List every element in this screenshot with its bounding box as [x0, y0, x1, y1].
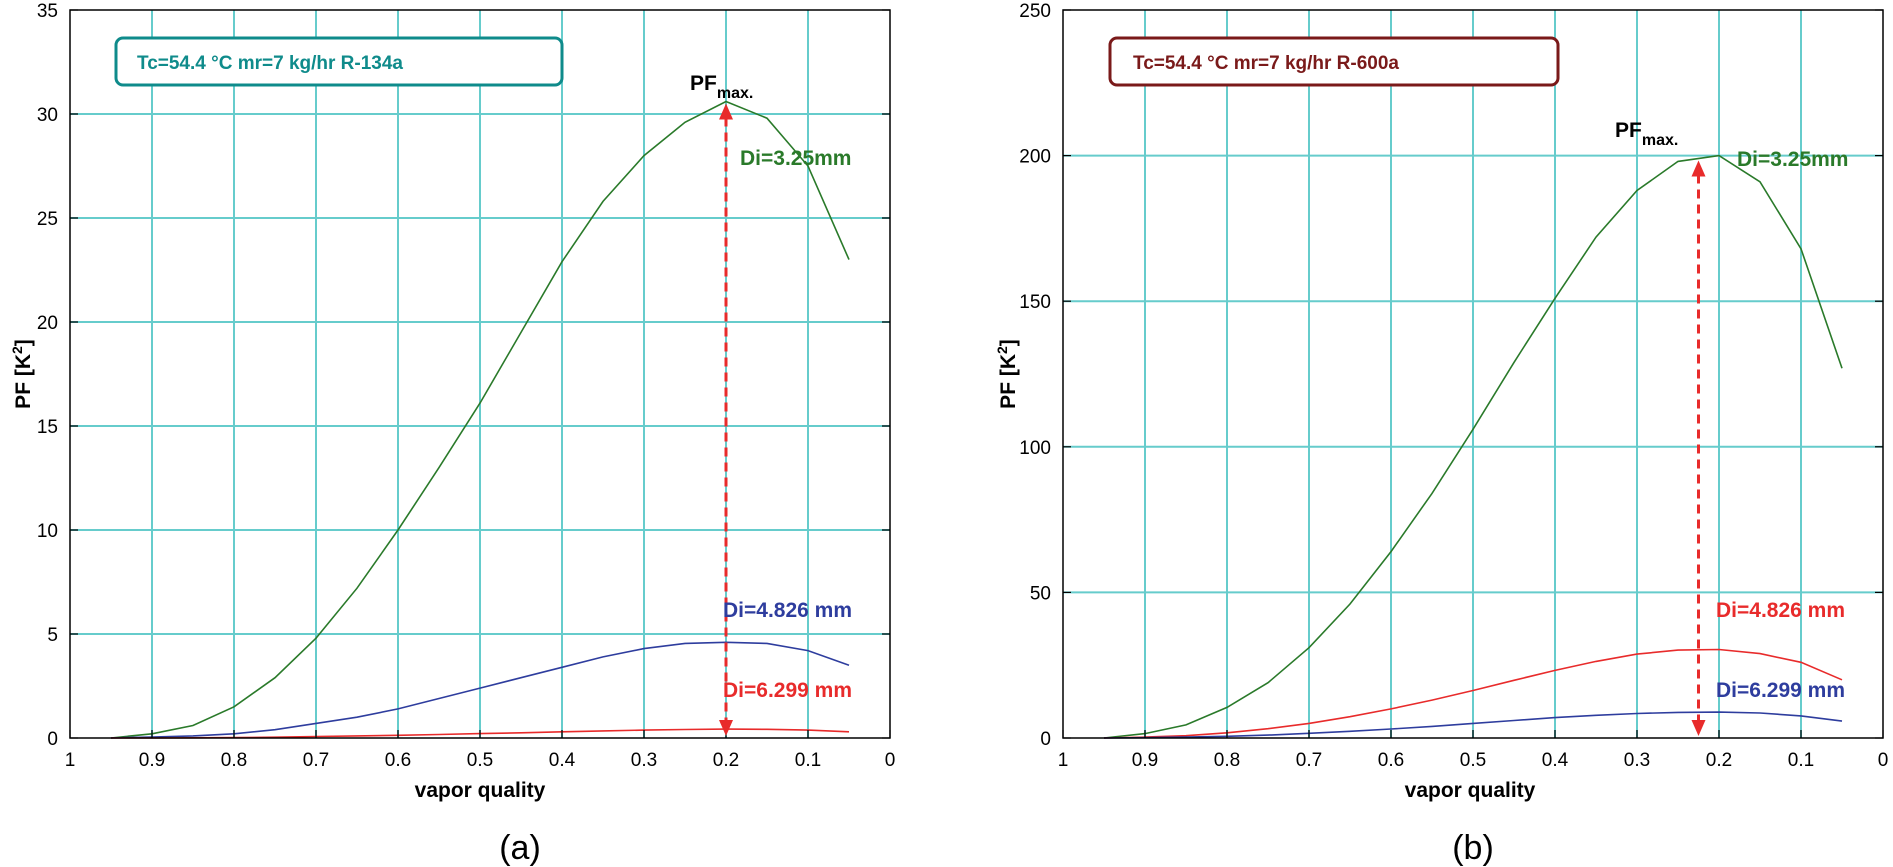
y-tick-label: 50: [1030, 583, 1051, 604]
x-tick-label: 0: [1878, 750, 1889, 771]
pf-max-text: PF: [690, 72, 717, 95]
y-axis-label-main: PF [K: [997, 354, 1020, 409]
y-tick-label: 100: [1019, 438, 1051, 459]
grid: [1063, 10, 1883, 738]
y-tick-label: 250: [1019, 1, 1051, 22]
y-tick-label: 10: [37, 521, 58, 542]
x-tick-label: 0.8: [1214, 750, 1240, 771]
y-axis-label: PF [K2]: [994, 339, 1020, 409]
y-axis-label-main: PF [K: [12, 354, 35, 409]
y-axis-ticks: 0 50 100 150 200 250: [1019, 1, 1883, 750]
x-axis-label: vapor quality: [1405, 779, 1536, 802]
pf-max-arrowhead-bottom: [1691, 720, 1706, 736]
x-tick-label: 0.6: [385, 750, 411, 771]
y-axis-ticks: 0 5 10 15 20 25 30 35: [37, 1, 890, 750]
pf-max-arrowhead-top: [1691, 160, 1706, 177]
series-label-di-4-826: Di=4.826 mm: [1716, 599, 1845, 622]
chart-panel-a: 1 0.9 0.8 0.7 0.6 0.5 0.4 0.3 0.2 0.1 0 0 5 10 15 20 25…: [9, 1, 895, 867]
x-tick-label: 0.9: [1132, 750, 1158, 771]
y-axis-label-sup: 2: [9, 346, 25, 354]
y-tick-label: 0: [1040, 729, 1051, 750]
info-box-text: Tc=54.4 °C mr=7 kg/hr R-600a: [1133, 53, 1399, 74]
y-tick-label: 30: [37, 105, 58, 126]
y-tick-label: 200: [1019, 147, 1051, 168]
x-tick-label: 0.6: [1378, 750, 1404, 771]
series-label-di-3-25: Di=3.25mm: [740, 147, 851, 170]
chart-panel-b: 1 0.9 0.8 0.7 0.6 0.5 0.4 0.3 0.2 0.1 0 0 50 100 150 2…: [994, 1, 1888, 867]
x-tick-label: 0.5: [1460, 750, 1486, 771]
x-tick-label: 0.9: [139, 750, 165, 771]
panel-label-a: (a): [499, 829, 541, 867]
series-label-di-3-25: Di=3.25mm: [1737, 148, 1848, 171]
y-axis-label-end: ]: [12, 339, 35, 346]
series-label-di-6-299: Di=6.299 mm: [1716, 679, 1845, 702]
y-tick-label: 5: [47, 625, 58, 646]
info-box: [1108, 36, 1560, 87]
y-axis-label-end: ]: [997, 339, 1020, 346]
y-axis-label-sup: 2: [994, 346, 1010, 354]
pf-max-arrowhead-top: [719, 103, 733, 120]
pf-max-text: PF: [1615, 119, 1642, 142]
y-tick-label: 25: [37, 209, 58, 230]
x-tick-label: 0.5: [467, 750, 493, 771]
x-tick-label: 0.1: [1788, 750, 1814, 771]
x-tick-label: 0.7: [303, 750, 329, 771]
x-tick-label: 1: [1058, 750, 1069, 771]
x-tick-label: 0.4: [549, 750, 576, 771]
x-axis-ticks: 1 0.9 0.8 0.7 0.6 0.5 0.4 0.3 0.2 0.1 0: [1058, 730, 1889, 771]
x-tick-label: 0.4: [1542, 750, 1569, 771]
pf-max-label: PFmax.: [1615, 119, 1678, 149]
pf-max-label: PFmax.: [690, 72, 753, 102]
x-tick-label: 0.3: [631, 750, 657, 771]
x-tick-label: 0.3: [1624, 750, 1650, 771]
y-tick-label: 15: [37, 417, 58, 438]
x-tick-label: 0.1: [795, 750, 821, 771]
y-tick-label: 0: [47, 729, 58, 750]
x-tick-label: 0.8: [221, 750, 247, 771]
panel-label-b: (b): [1452, 829, 1494, 867]
x-tick-label: 0.2: [1706, 750, 1732, 771]
info-box-text: Tc=54.4 °C mr=7 kg/hr R-134a: [137, 53, 403, 74]
info-box: [114, 36, 564, 87]
x-tick-label: 0.2: [713, 750, 739, 771]
pf-max-subscript: max.: [1642, 132, 1678, 149]
grid: [70, 10, 890, 738]
series-label-di-6-299: Di=6.299 mm: [723, 679, 852, 702]
y-axis-label: PF [K2]: [9, 339, 35, 409]
series-label-di-4-826: Di=4.826 mm: [723, 599, 852, 622]
y-tick-label: 35: [37, 1, 58, 22]
x-tick-label: 1: [65, 750, 76, 771]
x-tick-label: 0: [885, 750, 896, 771]
series-line-1: [110, 100, 850, 739]
pf-max-arrowhead-bottom: [719, 720, 733, 736]
pf-max-subscript: max.: [717, 85, 753, 102]
y-tick-label: 20: [37, 313, 58, 334]
x-axis-ticks: 1 0.9 0.8 0.7 0.6 0.5 0.4 0.3 0.2 0.1 0: [65, 730, 896, 771]
y-tick-label: 150: [1019, 292, 1051, 313]
x-axis-label: vapor quality: [415, 779, 546, 802]
series-line-1: [1103, 154, 1843, 739]
x-tick-label: 0.7: [1296, 750, 1322, 771]
